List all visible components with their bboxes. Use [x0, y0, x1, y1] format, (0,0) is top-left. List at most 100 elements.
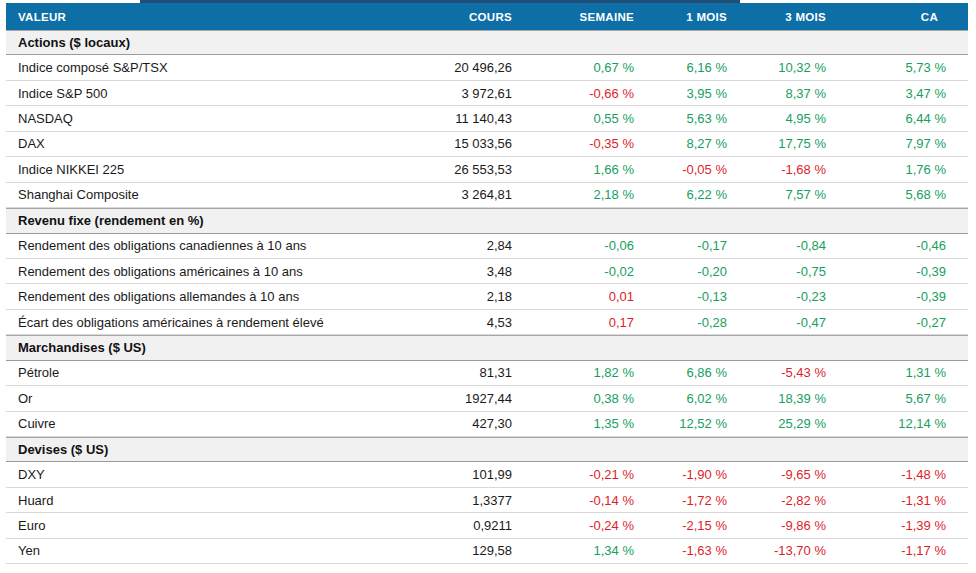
cours-value: 3 264,81: [436, 187, 514, 202]
1mois-value: 3,95 %: [636, 86, 729, 101]
semaine-value: -0,66 %: [514, 86, 636, 101]
cours-value: 3,48: [436, 264, 514, 279]
cours-value: 2,84: [436, 238, 514, 253]
1mois-value: -2,15 %: [636, 518, 729, 533]
table-row: Euro 0,9211 -0,24 % -2,15 % -9,86 % -1,3…: [6, 513, 968, 538]
3mois-value: -0,23: [729, 289, 828, 304]
1mois-value: 6,86 %: [636, 365, 729, 380]
semaine-value: 1,34 %: [514, 543, 636, 558]
ca-value: -1,31 %: [828, 493, 968, 508]
section-label: Revenu fixe (rendement en %): [6, 213, 436, 228]
1mois-value: -0,28: [636, 315, 729, 330]
semaine-value: 0,55 %: [514, 111, 636, 126]
semaine-value: 0,67 %: [514, 60, 636, 75]
table-body: Actions ($ locaux) Indice composé S&P/TS…: [6, 30, 968, 564]
row-label: Pétrole: [6, 365, 436, 380]
table-row: Yen 129,58 1,34 % -1,63 % -13,70 % -1,17…: [6, 539, 968, 564]
cours-value: 2,18: [436, 289, 514, 304]
1mois-value: 12,52 %: [636, 416, 729, 431]
ca-value: -1,39 %: [828, 518, 968, 533]
cours-value: 26 553,53: [436, 162, 514, 177]
cours-value: 0,9211: [436, 518, 514, 533]
ca-value: 7,97 %: [828, 136, 968, 151]
row-label: Écart des obligations américaines à rend…: [6, 315, 436, 330]
cours-value: 20 496,26: [436, 60, 514, 75]
3mois-value: 7,57 %: [729, 187, 828, 202]
row-label: Or: [6, 391, 436, 406]
table-row: Shanghai Composite 3 264,81 2,18 % 6,22 …: [6, 183, 968, 208]
1mois-value: 8,27 %: [636, 136, 729, 151]
row-label: Yen: [6, 543, 436, 558]
table-row: Indice composé S&P/TSX 20 496,26 0,67 % …: [6, 55, 968, 80]
header-cell-3mois: 3 MOIS: [729, 11, 828, 23]
row-label: Indice S&P 500: [6, 86, 436, 101]
3mois-value: -0,47: [729, 315, 828, 330]
section-row: Revenu fixe (rendement en %): [6, 208, 968, 233]
row-label: Rendement des obligations américaines à …: [6, 264, 436, 279]
header-cell-ca: CA: [828, 11, 968, 23]
row-label: Shanghai Composite: [6, 187, 436, 202]
table-row: DXY 101,99 -0,21 % -1,90 % -9,65 % -1,48…: [6, 462, 968, 487]
semaine-value: 0,17: [514, 315, 636, 330]
cours-value: 1,3377: [436, 493, 514, 508]
table-row: Pétrole 81,31 1,82 % 6,86 % -5,43 % 1,31…: [6, 361, 968, 386]
semaine-value: -0,02: [514, 264, 636, 279]
ca-value: -0,39: [828, 264, 968, 279]
1mois-value: -1,90 %: [636, 467, 729, 482]
section-row: Devises ($ US): [6, 437, 968, 462]
cours-value: 427,30: [436, 416, 514, 431]
section-label: Marchandises ($ US): [6, 340, 436, 355]
1mois-value: -0,05 %: [636, 162, 729, 177]
row-label: Euro: [6, 518, 436, 533]
semaine-value: 1,82 %: [514, 365, 636, 380]
ca-value: 5,68 %: [828, 187, 968, 202]
semaine-value: 2,18 %: [514, 187, 636, 202]
semaine-value: 1,66 %: [514, 162, 636, 177]
3mois-value: -9,65 %: [729, 467, 828, 482]
cours-value: 1927,44: [436, 391, 514, 406]
semaine-value: -0,24 %: [514, 518, 636, 533]
semaine-value: -0,14 %: [514, 493, 636, 508]
cours-value: 81,31: [436, 365, 514, 380]
1mois-value: -1,63 %: [636, 543, 729, 558]
cours-value: 3 972,61: [436, 86, 514, 101]
cours-value: 11 140,43: [436, 111, 514, 126]
semaine-value: -0,06: [514, 238, 636, 253]
3mois-value: -0,84: [729, 238, 828, 253]
3mois-value: 10,32 %: [729, 60, 828, 75]
1mois-value: 6,22 %: [636, 187, 729, 202]
row-label: Indice composé S&P/TSX: [6, 60, 436, 75]
header-cell-cours: COURS: [436, 11, 514, 23]
market-data-table: VALEUR COURS SEMAINE 1 MOIS 3 MOIS CA Ac…: [6, 3, 968, 564]
table-row: DAX 15 033,56 -0,35 % 8,27 % 17,75 % 7,9…: [6, 132, 968, 157]
3mois-value: -13,70 %: [729, 543, 828, 558]
semaine-value: 0,01: [514, 289, 636, 304]
row-label: NASDAQ: [6, 111, 436, 126]
1mois-value: 6,16 %: [636, 60, 729, 75]
table-row: Huard 1,3377 -0,14 % -1,72 % -2,82 % -1,…: [6, 488, 968, 513]
3mois-value: 17,75 %: [729, 136, 828, 151]
cours-value: 129,58: [436, 543, 514, 558]
1mois-value: -1,72 %: [636, 493, 729, 508]
row-label: Rendement des obligations allemandes à 1…: [6, 289, 436, 304]
row-label: DAX: [6, 136, 436, 151]
row-label: DXY: [6, 467, 436, 482]
header-cell-semaine: SEMAINE: [514, 11, 636, 23]
1mois-value: -0,17: [636, 238, 729, 253]
3mois-value: 8,37 %: [729, 86, 828, 101]
semaine-value: 1,35 %: [514, 416, 636, 431]
table-row: Cuivre 427,30 1,35 % 12,52 % 25,29 % 12,…: [6, 412, 968, 437]
ca-value: -0,39: [828, 289, 968, 304]
section-row: Actions ($ locaux): [6, 30, 968, 55]
ca-value: 1,76 %: [828, 162, 968, 177]
ca-value: -0,27: [828, 315, 968, 330]
row-label: Indice NIKKEI 225: [6, 162, 436, 177]
table-header-row: VALEUR COURS SEMAINE 1 MOIS 3 MOIS CA: [6, 3, 968, 30]
row-label: Rendement des obligations canadiennes à …: [6, 238, 436, 253]
cours-value: 4,53: [436, 315, 514, 330]
table-row: Indice NIKKEI 225 26 553,53 1,66 % -0,05…: [6, 157, 968, 182]
ca-value: 12,14 %: [828, 416, 968, 431]
cours-value: 101,99: [436, 467, 514, 482]
1mois-value: -0,13: [636, 289, 729, 304]
ca-value: 6,44 %: [828, 111, 968, 126]
